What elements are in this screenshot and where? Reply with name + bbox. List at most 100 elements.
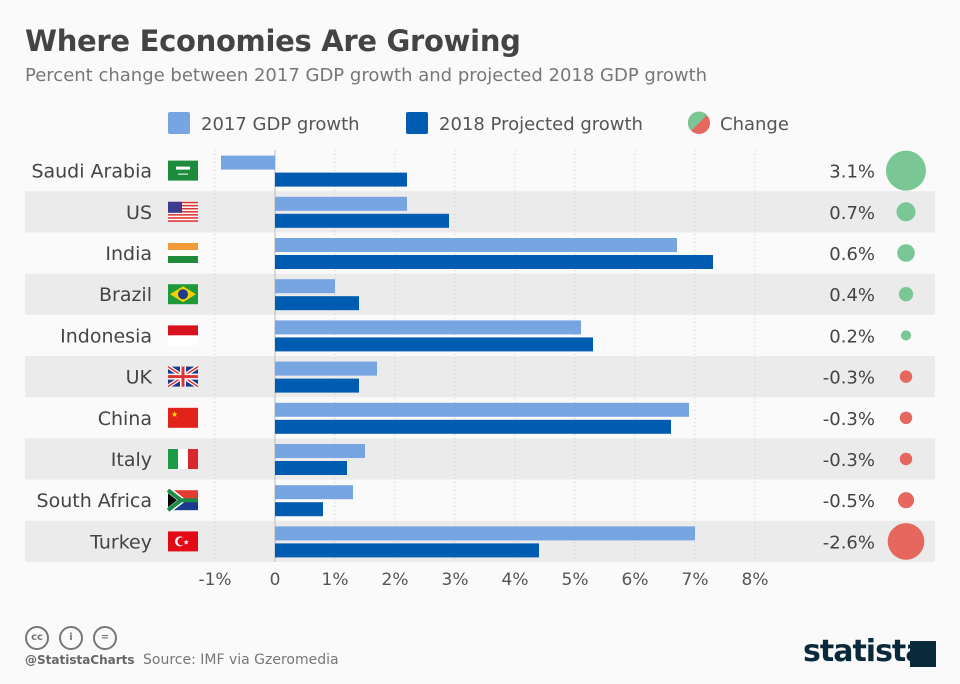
category-label: Indonesia — [60, 325, 152, 347]
category-label: India — [105, 243, 152, 265]
x-tick-label: 8% — [742, 570, 769, 590]
category-label: Italy — [111, 449, 152, 471]
row-background — [25, 191, 935, 233]
change-value-label: -2.6% — [823, 532, 875, 553]
category-label: Saudi Arabia — [31, 161, 152, 183]
category-label: China — [98, 408, 152, 430]
flag-part — [168, 212, 198, 215]
x-tick-label: -1% — [198, 570, 231, 590]
legend-change-icon — [687, 111, 707, 131]
legend-swatch — [406, 112, 428, 134]
bar-2018 — [275, 419, 671, 434]
change-bubble — [899, 411, 913, 425]
x-tick-label: 6% — [622, 570, 649, 590]
change-bubble — [898, 287, 914, 302]
legend-label: 2017 GDP growth — [201, 114, 360, 135]
bar-2017 — [275, 238, 677, 252]
change-value-label: 3.1% — [829, 162, 875, 183]
change-value-label: -0.3% — [823, 409, 875, 430]
change-value-label: 0.4% — [829, 285, 875, 306]
bar-2018 — [275, 337, 593, 352]
x-tick-label: 3% — [442, 570, 469, 590]
turkey-flag-icon: ★ — [168, 531, 198, 552]
x-tick-label: 7% — [682, 570, 709, 590]
x-tick-label: 4% — [502, 570, 529, 590]
change-bubble — [886, 150, 926, 191]
bar-2018 — [275, 461, 347, 475]
china-flag-icon: ★ — [168, 407, 198, 428]
brazil-flag-icon — [168, 284, 198, 305]
change-bubble — [897, 244, 915, 262]
footer-handle: @StatistaCharts — [25, 653, 135, 667]
row-background — [25, 356, 935, 398]
flag-part — [166, 488, 198, 512]
bar-2017 — [275, 196, 407, 211]
change-bubble — [896, 202, 916, 222]
flag-part: ★ — [183, 538, 189, 546]
bar-2018 — [275, 378, 359, 393]
row-background — [25, 273, 935, 315]
x-tick-label: 0 — [270, 570, 281, 590]
bar-2017 — [221, 155, 275, 170]
category-label: US — [126, 202, 152, 224]
bar-2017 — [275, 526, 695, 541]
flag-part — [168, 493, 177, 508]
bar-2018 — [275, 502, 323, 517]
legend-swatch — [168, 112, 190, 134]
category-label: UK — [126, 367, 153, 389]
chart-title: Where Economies Are Growing — [25, 24, 521, 58]
change-bubble — [900, 330, 912, 341]
flag-part — [168, 325, 198, 336]
statista-logo[interactable]: statista — [803, 634, 926, 669]
x-tick-label: 5% — [562, 570, 589, 590]
legend-label: 2018 Projected growth — [439, 114, 643, 135]
flag-part — [168, 243, 198, 250]
flag-part — [178, 449, 188, 469]
india-flag-icon — [168, 243, 198, 263]
footer-source: Source: IMF via Gzeromedia — [143, 652, 339, 668]
bar-2018 — [275, 296, 359, 311]
flag-part — [168, 201, 182, 213]
flag-part — [168, 335, 198, 346]
change-value-label: 0.6% — [829, 244, 875, 265]
category-label: South Africa — [37, 490, 152, 512]
indonesia-flag-icon — [168, 325, 198, 346]
no-derivatives-icon: = — [93, 626, 117, 650]
italy-flag-icon — [168, 449, 198, 469]
change-bubble — [887, 523, 925, 560]
change-value-label: -0.3% — [823, 450, 875, 471]
change-bubble — [897, 492, 915, 509]
us-flag-icon — [168, 201, 198, 222]
flag-part — [177, 537, 186, 546]
legend-label: Change — [720, 114, 789, 135]
change-bubble — [899, 370, 913, 383]
change-bubble — [899, 452, 913, 466]
bar-2017 — [275, 402, 689, 417]
x-tick-label: 2% — [382, 570, 409, 590]
bar-2018 — [275, 213, 449, 228]
flag-part — [168, 206, 198, 208]
flag-part — [168, 209, 198, 212]
bar-2018 — [275, 172, 407, 187]
flag-part — [178, 289, 188, 300]
saudi-arabia-flag-icon — [168, 160, 198, 181]
bar-2017 — [275, 485, 353, 500]
flag-part — [168, 500, 198, 511]
uk-flag-icon — [166, 364, 200, 389]
bar-2017 — [275, 279, 335, 294]
flag-part — [168, 407, 198, 428]
category-label: Brazil — [99, 284, 152, 306]
bar-2017 — [275, 320, 581, 335]
change-value-label: 0.2% — [829, 326, 875, 347]
flag-part — [176, 166, 190, 170]
bar-2017 — [275, 444, 365, 458]
flag-part — [168, 160, 198, 181]
change-value-label: -0.3% — [823, 368, 875, 389]
chart-subtitle: Percent change between 2017 GDP growth a… — [25, 65, 708, 86]
bar-2018 — [275, 255, 713, 269]
flag-part — [168, 449, 178, 469]
flag-part — [168, 250, 198, 256]
flag-part — [168, 256, 198, 263]
row-background — [25, 438, 935, 480]
